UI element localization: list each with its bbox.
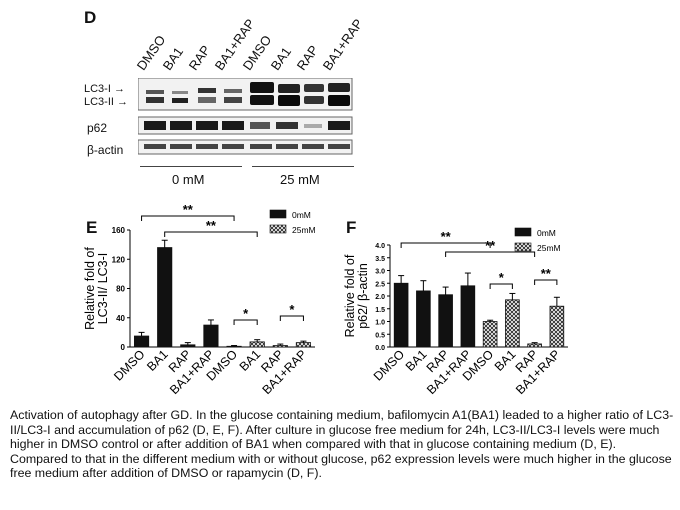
significance-bracket (164, 231, 258, 237)
y-tick-label: 3.0 (375, 269, 385, 276)
lane-label: BA1 (159, 44, 187, 73)
lane-label: BA1+RAP (319, 16, 366, 73)
y-tick-label: 0 (121, 343, 126, 352)
bar (295, 342, 312, 348)
x-tick-label: BA1 (237, 347, 264, 374)
lc3-i-label: LC3-I → (84, 83, 125, 95)
y-tick-label: 0.0 (375, 345, 385, 352)
y-tick-label: 1.5 (375, 307, 385, 314)
chart-f: 0.0 0.5 1.0 1.5 2.0 2.5 3.0 3.5 4.0 Relative fold… (343, 227, 568, 397)
bar (438, 294, 453, 348)
significance-label: * (243, 306, 249, 321)
bar (527, 343, 542, 348)
lane-label: RAP (185, 42, 214, 73)
significance-label: * (499, 270, 505, 285)
significance-label: ** (541, 266, 552, 281)
beta-actin-label: β-actin (87, 143, 124, 157)
y-tick-label: 2.5 (375, 281, 385, 288)
x-tick-label: DMSO (111, 347, 148, 384)
x-tick-label: BA1 (403, 347, 430, 374)
y-tick-label: 3.5 (375, 256, 385, 263)
significance-bracket (445, 251, 536, 257)
y-tick-label: 160 (112, 226, 126, 235)
lane-label: BA1 (267, 44, 295, 73)
significance-label: ** (206, 218, 217, 233)
significance-bracket (489, 283, 513, 289)
bar (272, 345, 288, 348)
bar (549, 305, 565, 348)
bar (393, 282, 409, 348)
bar (180, 344, 196, 348)
bar (157, 247, 173, 348)
panel-f-letter: F (346, 218, 357, 237)
panel-d-letter: D (84, 8, 97, 27)
significance-bracket (233, 319, 258, 325)
significance-bracket (141, 215, 235, 221)
panel-e-letter: E (86, 218, 98, 237)
figure-caption: Activation of autophagy after GD. In the… (10, 408, 674, 481)
significance-label: ** (485, 238, 496, 253)
legend-label: 0mM (537, 228, 556, 238)
significance-bracket (279, 315, 304, 321)
y-tick-label: 0.5 (375, 332, 385, 339)
bar (416, 290, 431, 348)
bar (460, 285, 476, 348)
y-tick-label: 1.0 (375, 320, 385, 327)
lane-label: RAP (293, 42, 322, 73)
bar (249, 341, 265, 348)
group-25mm-label: 25 mM (280, 172, 320, 187)
chart-e: 0 40 80 120 160 Relative fold ofLC3-II/ LC3-I… (83, 202, 316, 397)
significance-label: ** (183, 202, 194, 217)
x-tick-label: BA1 (144, 347, 171, 374)
p62-label: p62 (87, 121, 108, 135)
western-blot-image (138, 78, 353, 155)
p62-bands (144, 121, 350, 130)
x-tick-label: BA1 (492, 347, 519, 374)
legend-swatch (269, 224, 287, 234)
group-0mm-line (140, 166, 242, 167)
y-tick-label: 4.0 (375, 243, 385, 250)
significance-label: ** (441, 229, 452, 244)
legend-swatch (514, 227, 532, 237)
group-25mm-line (252, 166, 354, 167)
x-tick-label: DMSO (371, 347, 408, 384)
beta-actin-bands (144, 144, 350, 149)
y-tick-label: 80 (116, 285, 125, 294)
bar (482, 321, 498, 348)
lc3-ii-label: LC3-II → (84, 96, 129, 108)
y-axis-label: Relative fold ofp62/ β-actin (343, 254, 370, 337)
legend-label: 25mM (292, 225, 316, 235)
significance-bracket (534, 279, 558, 285)
bar (226, 345, 242, 348)
y-tick-label: 2.0 (375, 294, 385, 301)
significance-label: * (289, 302, 295, 317)
significance-bracket (400, 242, 491, 248)
legend-label: 0mM (292, 210, 311, 220)
legend-swatch (269, 209, 287, 219)
legend-label: 25mM (537, 243, 561, 253)
legend-swatch (514, 242, 532, 252)
y-tick-label: 40 (116, 314, 125, 323)
group-0mm-label: 0 mM (172, 172, 205, 187)
y-axis-label: Relative fold ofLC3-II/ LC3-I (83, 247, 110, 330)
bar (203, 324, 219, 348)
lc3-bands (146, 82, 350, 106)
y-tick-label: 120 (112, 255, 126, 264)
bar (505, 299, 520, 348)
bar (133, 335, 150, 348)
